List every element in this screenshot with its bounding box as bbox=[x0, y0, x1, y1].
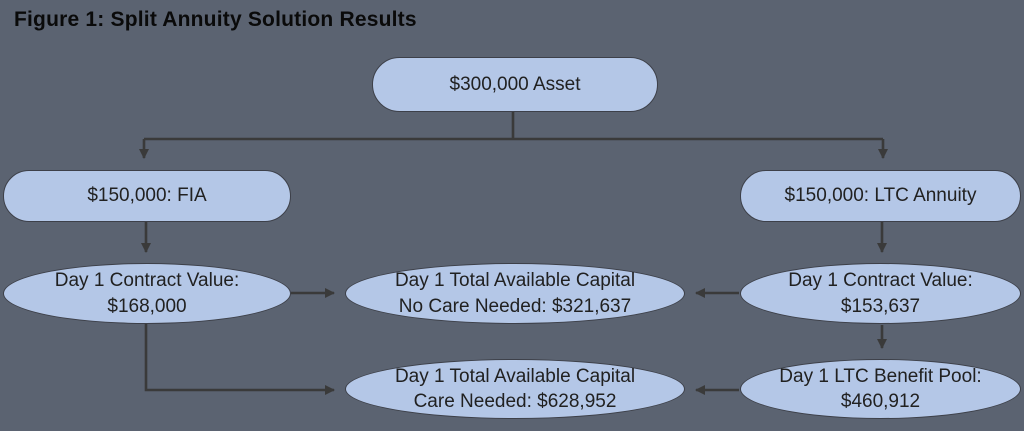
node-ltc-benefit-pool: Day 1 LTC Benefit Pool: $460,912 bbox=[740, 359, 1021, 419]
node-ltc-annuity-label: $150,000: LTC Annuity bbox=[784, 185, 977, 207]
node-ltc-contract-value-line2: $153,637 bbox=[840, 295, 921, 317]
node-care-capital: Day 1 Total Available Capital Care Neede… bbox=[345, 359, 685, 419]
node-care-capital-line1: Day 1 Total Available Capital bbox=[394, 365, 636, 387]
node-fia-contract-value-line1: Day 1 Contract Value: bbox=[54, 270, 240, 292]
node-ltc-contract-value: Day 1 Contract Value: $153,637 bbox=[740, 263, 1021, 324]
node-no-care-capital-line1: Day 1 Total Available Capital bbox=[394, 270, 636, 292]
connector-fiacv-to-care-arrow bbox=[144, 324, 335, 395]
node-ltc-contract-value-line1: Day 1 Contract Value: bbox=[788, 270, 973, 292]
node-care-capital-line2: Care Needed: $628,952 bbox=[413, 391, 617, 412]
node-no-care-capital-line2: No Care Needed: $321,637 bbox=[398, 295, 632, 317]
node-ltc-benefit-pool-line2: $460,912 bbox=[840, 391, 921, 412]
node-fia-label: $150,000: FIA bbox=[87, 185, 207, 207]
node-fia-contract-value: Day 1 Contract Value: $168,000 bbox=[3, 263, 291, 324]
node-fia-contract-value-line2: $168,000 bbox=[107, 295, 187, 317]
node-ltc-annuity: $150,000: LTC Annuity bbox=[740, 170, 1021, 222]
node-no-care-capital: Day 1 Total Available Capital No Care Ne… bbox=[345, 263, 685, 324]
node-asset-label: $300,000 Asset bbox=[449, 73, 581, 95]
node-asset: $300,000 Asset bbox=[372, 57, 658, 112]
node-ltc-benefit-pool-line1: Day 1 LTC Benefit Pool: bbox=[779, 365, 982, 387]
figure-title: Figure 1: Split Annuity Solution Results bbox=[14, 8, 417, 31]
node-fia: $150,000: FIA bbox=[3, 170, 291, 222]
